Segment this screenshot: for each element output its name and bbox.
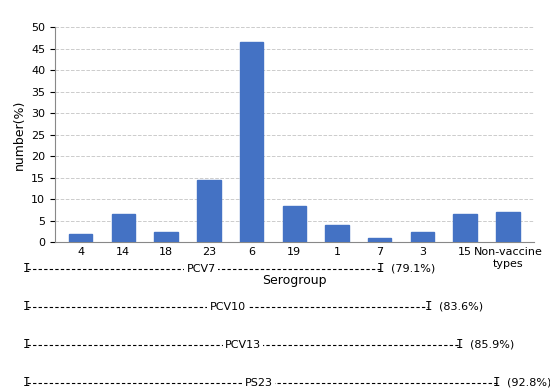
Bar: [112, 214, 135, 242]
Text: PCV13: PCV13: [226, 339, 261, 350]
Text: (85.9%): (85.9%): [470, 339, 515, 350]
Bar: [240, 42, 263, 242]
Bar: [197, 180, 221, 242]
Text: I: I: [23, 300, 31, 313]
Text: (79.1%): (79.1%): [391, 264, 436, 274]
Text: PCV10: PCV10: [210, 301, 245, 312]
Text: I: I: [23, 376, 31, 389]
Bar: [283, 206, 306, 242]
Text: (92.8%): (92.8%): [507, 378, 550, 387]
Bar: [368, 238, 392, 242]
Text: I: I: [377, 262, 384, 275]
Text: (83.6%): (83.6%): [439, 301, 483, 312]
Bar: [496, 212, 520, 242]
Bar: [453, 214, 477, 242]
Text: I: I: [493, 376, 500, 389]
Bar: [325, 225, 349, 242]
Bar: [69, 234, 92, 242]
Bar: [411, 231, 434, 242]
Text: PCV7: PCV7: [186, 264, 216, 274]
Bar: [155, 231, 178, 242]
X-axis label: Serogroup: Serogroup: [262, 274, 327, 287]
Y-axis label: number(%): number(%): [13, 100, 26, 170]
Text: PS23: PS23: [245, 378, 273, 387]
Text: I: I: [425, 300, 432, 313]
Text: I: I: [23, 262, 31, 275]
Text: I: I: [456, 338, 464, 351]
Text: I: I: [23, 338, 31, 351]
